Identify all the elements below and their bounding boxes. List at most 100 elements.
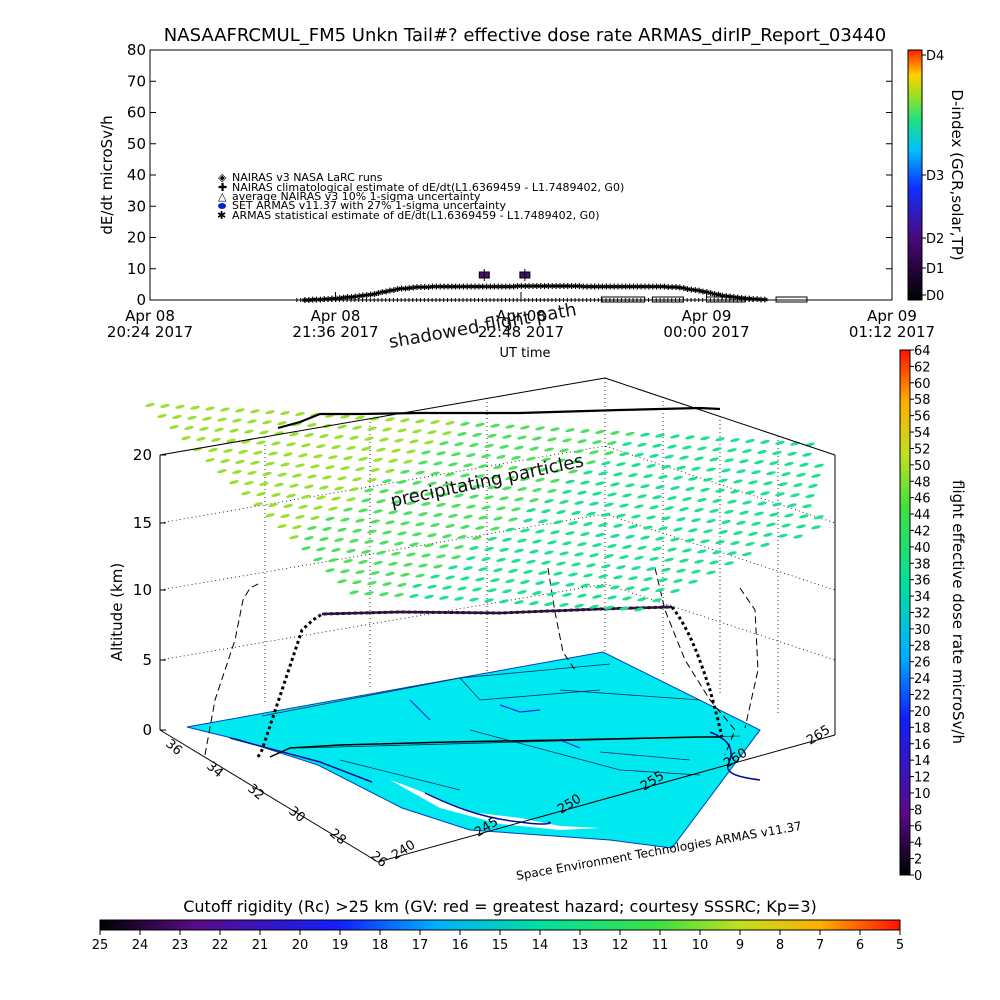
nairas-series-point: ✱ — [746, 295, 753, 304]
nairas-series-point: ✱ — [487, 282, 494, 291]
latitude-tick-label: 28 — [326, 826, 348, 848]
particle-mark — [607, 544, 617, 548]
particle-mark — [604, 502, 614, 507]
particle-mark — [544, 550, 554, 555]
nairas-series-point: ✱ — [584, 282, 591, 291]
particle-mark — [589, 553, 599, 558]
cutoff-rigidity-tick-label: 7 — [816, 938, 824, 953]
particle-mark — [553, 468, 563, 473]
particle-mark — [517, 538, 527, 543]
nairas-series-point: ✱ — [421, 283, 428, 292]
nairas-series-point: ✱ — [646, 283, 653, 292]
particle-mark — [352, 477, 362, 482]
particle-mark — [646, 515, 656, 520]
nairas-series-point: ✱ — [719, 291, 726, 300]
particle-mark — [583, 470, 593, 475]
dose-rate-tick-label: 50 — [914, 459, 931, 474]
particle-mark — [202, 416, 212, 421]
particle-mark — [709, 508, 719, 513]
particle-mark — [748, 531, 758, 536]
particle-mark — [685, 435, 695, 440]
nairas-series-point: ✱ — [394, 285, 401, 294]
particle-mark — [487, 433, 497, 438]
particle-mark — [802, 504, 812, 509]
particle-mark — [511, 507, 521, 512]
nairas-series-point: ✱ — [653, 283, 660, 292]
particle-mark — [715, 540, 725, 545]
particle-mark — [646, 566, 656, 571]
particle-mark — [229, 428, 239, 433]
d-index-tick-label: D3 — [926, 169, 944, 184]
nairas-series-point: ✱ — [348, 293, 355, 302]
particle-mark — [793, 483, 803, 488]
nairas-series-point: ✱ — [607, 282, 614, 291]
nairas-series-point: ✱ — [704, 288, 711, 297]
particle-mark — [787, 451, 797, 456]
particle-mark — [394, 593, 404, 598]
particle-mark — [643, 474, 653, 479]
dose-rate-tick-label: 10 — [914, 787, 931, 802]
particle-mark — [325, 516, 335, 521]
particle-mark — [412, 583, 422, 588]
nairas-series-point: ✱ — [383, 287, 390, 296]
particle-mark — [427, 533, 437, 538]
nairas-series-point: ✱ — [618, 282, 625, 291]
particle-mark — [190, 405, 200, 410]
particle-mark — [682, 548, 692, 553]
particle-mark — [505, 579, 515, 584]
nairas-series-point: ✱ — [533, 282, 540, 291]
particle-mark — [577, 542, 587, 547]
nairas-series-point: ✱ — [537, 282, 544, 291]
particle-mark — [379, 540, 389, 545]
particle-mark — [706, 570, 716, 575]
particle-mark — [526, 456, 536, 461]
cutoff-rigidity-tick-label: 10 — [692, 938, 709, 953]
particle-mark — [499, 599, 509, 604]
particle-mark — [637, 597, 647, 602]
particle-mark — [250, 409, 260, 414]
particle-mark — [586, 460, 596, 465]
particle-mark — [424, 594, 434, 599]
particle-mark — [337, 424, 347, 429]
top-y-ticks: 0 10 20 30 40 50 60 70 80 — [127, 41, 892, 309]
particle-mark — [319, 434, 329, 439]
particle-mark — [289, 483, 299, 488]
particle-mark — [391, 551, 401, 556]
dose-rate-tick-label: 64 — [914, 344, 931, 359]
particle-mark — [601, 564, 611, 569]
nairas-series-point: ✱ — [754, 295, 761, 304]
particle-mark — [733, 531, 743, 535]
particle-mark — [229, 480, 239, 485]
nairas-series-point: ✱ — [336, 294, 343, 303]
particle-mark — [535, 529, 545, 534]
particle-mark — [532, 488, 542, 492]
particle-mark — [712, 498, 722, 503]
chart-title: NASAAFRCMUL_FM5 Unkn Tail#? effective do… — [164, 25, 886, 46]
particle-mark — [559, 448, 569, 453]
particle-mark — [658, 578, 668, 582]
d-index-label: D-index (GCR,solar,TP) — [948, 89, 966, 260]
particle-mark — [208, 448, 218, 452]
particle-mark — [460, 524, 470, 529]
nairas-series-point: ✱ — [491, 282, 498, 291]
particle-mark — [205, 406, 215, 411]
nairas-series-point: ✱ — [549, 282, 556, 291]
particle-mark — [283, 504, 293, 508]
particle-mark — [496, 454, 506, 459]
particle-mark — [340, 517, 350, 522]
particle-mark — [259, 430, 269, 435]
dose-rate-tick-label: 20 — [914, 705, 931, 720]
particle-mark — [289, 432, 299, 437]
particle-mark — [685, 538, 695, 543]
particle-mark — [469, 597, 479, 602]
particle-mark — [523, 466, 533, 471]
particle-mark — [394, 490, 404, 495]
particle-mark — [478, 567, 488, 572]
dose-rate-tick-label: 32 — [914, 607, 931, 622]
particle-mark — [277, 524, 287, 529]
legend-item-set-armas: SET ARMAS v11.37 with 27% 1-sigma uncert… — [232, 199, 506, 212]
particle-mark — [499, 547, 509, 552]
particle-mark — [424, 491, 434, 496]
particle-mark — [196, 436, 206, 441]
particle-mark — [247, 470, 257, 475]
